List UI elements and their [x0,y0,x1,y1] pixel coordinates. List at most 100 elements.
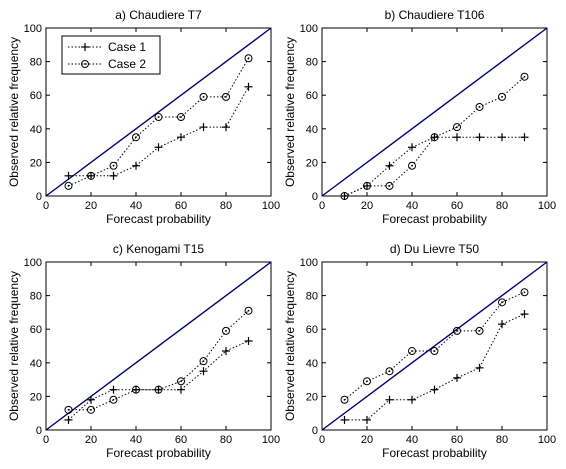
point-case2-c-80-dot [225,329,227,332]
x-tick-label-d-20: 20 [361,434,373,446]
point-case2-a-40 [132,133,140,142]
point-case2-d-70-ring [475,326,484,335]
point-case1-c-20 [87,395,95,404]
legend-case2-label: Case 2 [108,57,146,71]
point-case1-d-50 [430,385,439,394]
point-case1-d-20 [363,415,371,424]
point-case2-c-80-ring [222,326,230,335]
point-case2-a-50 [154,113,163,122]
point-case2-d-80-ring [498,298,506,307]
legend-case1-marker [81,43,89,51]
y-tick-label-b-0: 0 [312,191,318,203]
point-case2-c-20 [87,405,95,414]
point-case1-a-40 [132,161,140,170]
chart-title-a: a) Chaudiere T7 [115,8,202,22]
perfect-reliability-line-c [45,261,272,431]
x-tick-label-a-20: 20 [85,200,97,212]
chart-panel-b: 0 20 40 60 80 100 0 20 40 60 80 100 b) Chaudiere T10… [283,8,556,226]
x-tick-label-b-60: 60 [451,200,463,212]
y-tick-label-b-60: 60 [306,90,318,102]
point-case2-a-20-dot [90,174,92,177]
point-case2-c-50-dot [157,388,160,391]
x-tick-label-c-20: 20 [85,434,97,446]
x-tick-label-c-40: 40 [130,434,142,446]
point-case2-d-10 [340,395,349,404]
point-case2-a-60 [177,113,185,122]
point-case2-d-30 [385,367,394,376]
point-case2-d-40 [408,347,416,356]
point-case2-c-20-ring [87,405,95,414]
point-case2-d-70 [475,326,484,335]
point-case2-c-70 [199,357,208,366]
y-tick-label-b-40: 40 [306,124,318,136]
point-case2-b-70 [475,102,484,111]
x-tick-label-d-60: 60 [451,434,463,446]
point-case1-d-80 [498,320,506,329]
point-case2-d-30-dot [388,370,391,373]
point-case1-b-30 [385,161,394,170]
y-axis-label-a: Observed relative frequency [7,37,21,187]
point-case2-a-60-ring [177,113,185,122]
point-case2-c-50-ring [154,385,163,394]
point-case2-d-90 [520,288,529,297]
point-case2-d-80-dot [501,301,503,304]
point-case1-b-40 [408,143,416,152]
point-case1-b-60 [453,133,461,142]
point-case2-b-60-ring [453,123,461,132]
point-case2-d-60-dot [456,329,458,332]
y-tick-label-a-20: 20 [30,157,42,169]
y-tick-label-c-100: 100 [24,257,42,269]
point-case1-d-30 [385,395,394,404]
point-case2-d-50 [430,347,439,356]
y-tick-label-a-100: 100 [24,23,42,35]
y-tick-label-d-40: 40 [306,358,318,370]
point-case1-a-50 [154,143,163,152]
point-case2-c-70-dot [202,360,205,363]
perfect-reliability-line-a [45,27,272,197]
y-tick-label-a-0: 0 [36,191,42,203]
chart-title-b: b) Chaudiere T106 [385,8,485,22]
point-case2-c-90-dot [247,309,250,312]
x-tick-label-a-60: 60 [175,200,187,212]
point-case2-b-20-dot [366,185,368,187]
point-case2-a-40-dot [135,136,137,139]
y-tick-label-b-100: 100 [300,23,318,35]
x-tick-label-d-40: 40 [406,434,418,446]
point-case2-b-50 [430,133,439,142]
point-case2-d-20-dot [366,380,368,383]
point-case2-a-40-ring [132,133,140,142]
x-axis-label-b: Forecast probability [382,212,487,226]
perfect-reliability-line-b [321,27,548,197]
point-case1-c-10 [64,415,73,424]
y-tick-label-c-0: 0 [36,425,42,437]
y-tick-label-c-20: 20 [30,391,42,403]
chart-title-c: c) Kenogami T15 [113,242,204,256]
point-case2-b-90-ring [520,72,529,81]
point-case2-b-60-dot [456,126,458,129]
point-case2-c-70-ring [199,357,208,366]
point-case2-d-60-ring [453,326,461,335]
point-case2-c-10-ring [64,405,73,414]
point-case2-d-60 [453,326,461,335]
point-case2-a-10-dot [67,185,70,187]
point-case2-c-10-dot [67,408,70,411]
point-case2-a-70 [199,92,208,101]
point-case2-a-50-ring [154,113,163,122]
point-case2-c-30-ring [109,395,118,404]
point-case2-a-30-ring [109,161,118,170]
point-case2-d-50-ring [430,347,439,356]
legend-case1-label: Case 1 [108,40,146,54]
point-case1-c-60 [177,385,185,394]
point-case1-a-70 [199,123,208,132]
point-case2-a-10-ring [64,181,73,190]
point-case2-d-20 [363,377,371,386]
point-case2-d-20-ring [363,377,371,386]
legend-box [61,35,161,75]
point-case2-b-80-dot [501,95,503,98]
point-case2-a-20 [87,171,95,180]
y-tick-label-d-60: 60 [306,324,318,336]
x-tick-label-d-80: 80 [496,434,508,446]
x-tick-label-c-80: 80 [220,434,232,446]
